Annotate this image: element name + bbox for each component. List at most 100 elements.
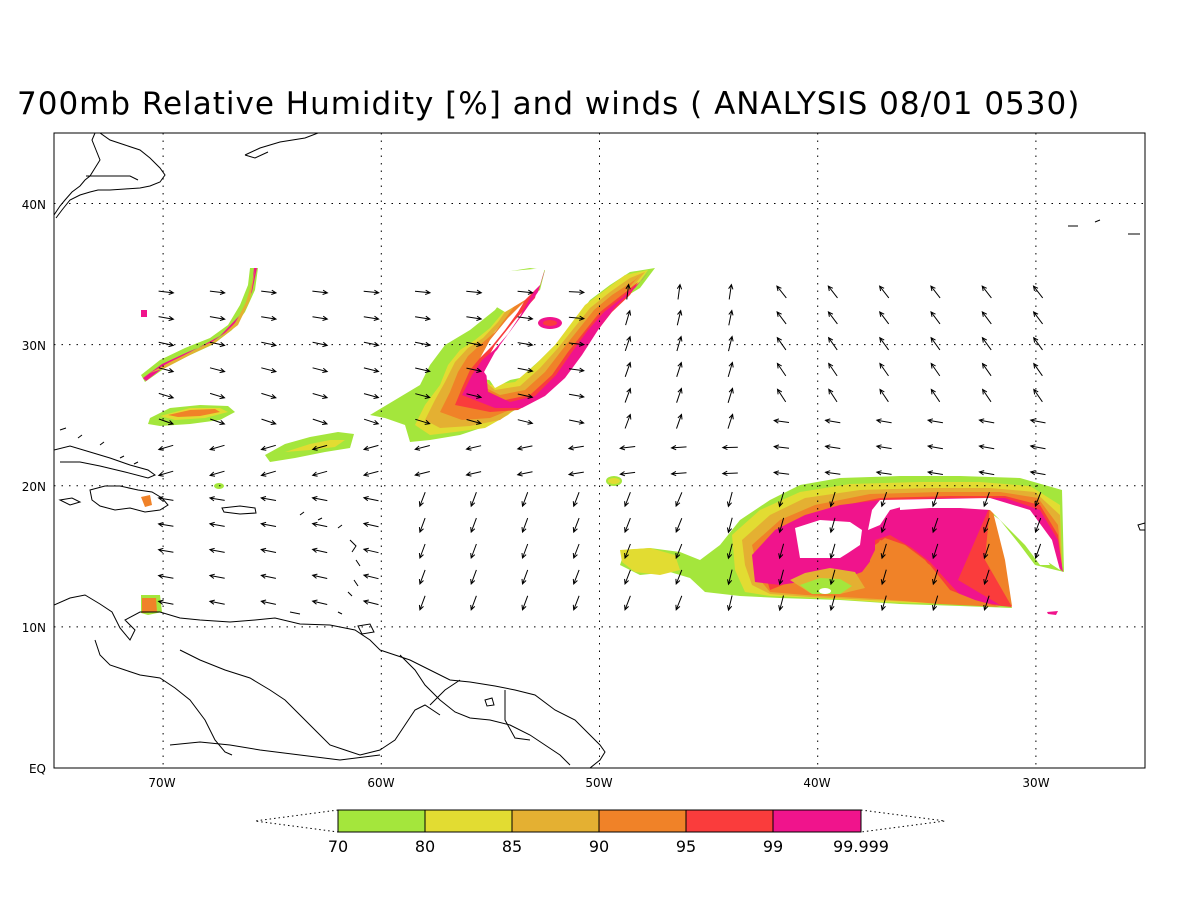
wind-arrow [1033,362,1043,377]
rh90-band [168,409,220,417]
wind-arrow [208,444,225,451]
wind-arrow [829,569,836,586]
wind-arrow [670,444,687,451]
wind-arrow [158,392,175,400]
wind-arrow [567,471,584,477]
wind-arrow [362,496,379,502]
wind-arrow [827,285,838,299]
wind-arrow [726,543,733,560]
wind-arrow [312,315,329,321]
wind-arrow [981,310,992,325]
wind-arrow [415,367,431,373]
wind-arrow [726,517,733,534]
wind-arrow [260,496,277,502]
wind-arrow [158,367,175,374]
lat-tick-label: EQ [29,762,46,776]
wind-arrow [521,517,529,534]
wind-arrow [978,418,995,424]
wind-arrow [829,595,836,612]
wind-arrow [157,573,174,579]
wind-arrow [727,413,734,429]
map-frame [53,132,1146,769]
wind-arrow [619,445,636,451]
wind-arrow [521,569,529,585]
rh99-band [462,270,650,408]
wind-arrow [880,569,887,586]
wind-arrow [1033,388,1043,403]
wind-arrow [773,418,790,424]
wind-arrow [470,569,477,585]
wind-arrow [158,341,175,348]
coastline-cuba [54,445,157,479]
wind-arrow [260,547,277,553]
wind-arrow [261,367,278,374]
colorbar-swatch [337,809,426,833]
rh99-blob [141,310,147,317]
wind-arrow [362,547,379,554]
wind-arrow [1032,285,1044,299]
lat-tick-label: 40N [22,198,46,212]
wind-arrow [828,388,838,403]
wind-arrow [827,310,838,325]
wind-arrow [721,470,738,477]
wind-arrow [930,388,941,403]
colorbar-legend: 70 80 85 90 95 99 99.999 [254,809,946,856]
wind-arrow [930,336,941,351]
wind-arrow [363,367,380,373]
wind-arrow [210,418,226,425]
wind-arrow [470,543,477,560]
wind-arrow [517,289,534,295]
wind-arrow [209,392,226,400]
wind-arrow [157,599,174,605]
wind-vectors [157,283,1046,612]
wind-arrow [778,569,784,586]
wind-arrow [517,393,534,399]
rh90-band [870,540,1000,607]
wind-arrow [418,569,426,585]
wind-arrow [624,335,632,352]
wind-arrow [829,517,836,534]
wind-arrow [568,315,586,321]
rh80-dot [608,477,620,485]
wind-arrow [879,310,890,325]
wind-arrow [932,595,939,612]
lat-tick-label: 10N [22,621,46,635]
wind-arrow [875,470,892,476]
wind-arrow [778,543,785,560]
latitude-tick-labels: EQ 10N 20N 30N 40N [22,198,46,776]
wind-arrow [675,543,683,560]
wind-arrow [983,543,990,560]
wind-arrow [721,444,738,451]
wind-arrow [362,573,379,580]
rh70-inner [800,578,852,594]
wind-arrow [824,444,841,450]
coastline-trinidad [357,623,495,707]
wind-arrow [311,496,328,502]
lat-tick-label: 30N [22,339,46,353]
coastline-jamaica [58,497,82,506]
rh100-core [900,500,1050,565]
coastline-inland-borders [169,649,531,761]
wind-arrow [466,367,483,373]
coastline-north-america [54,133,166,219]
wind-arrow [567,445,584,451]
wind-arrow [312,289,329,295]
wind-arrow [362,521,379,528]
wind-arrow [619,471,636,477]
humidity-region-east [620,476,1064,615]
wind-arrow [880,491,888,508]
wind-arrow [312,367,329,373]
wind-arrow [521,595,529,611]
wind-arrow [158,289,175,295]
wind-arrow [311,573,328,579]
rh90-blob [142,598,157,613]
wind-arrow [466,289,483,295]
wind-arrow [208,521,225,528]
wind-arrow [158,315,175,322]
wind-arrow [727,569,733,586]
rh70-dot [606,476,622,486]
wind-arrow [260,573,277,579]
wind-arrow [983,492,990,508]
wind-arrow [932,543,939,560]
wind-arrow [930,285,941,299]
